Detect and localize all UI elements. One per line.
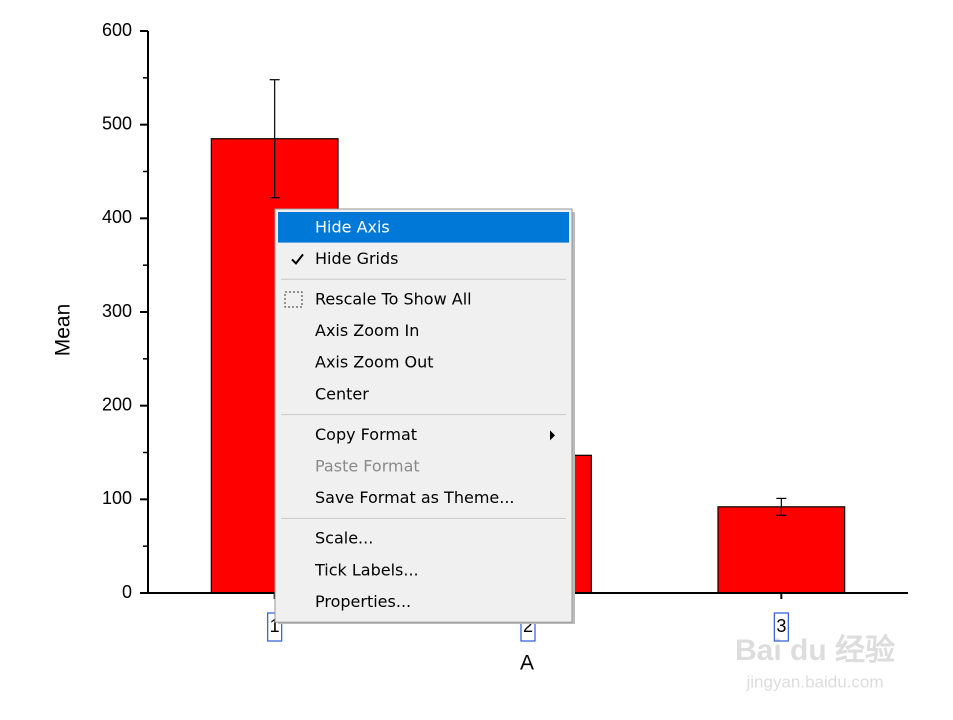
watermark-brand: Bai du 经验 [735, 633, 895, 667]
menu-item[interactable]: Rescale To Show All [315, 290, 472, 309]
x-axis-label: A [520, 652, 534, 675]
menu-item[interactable]: Hide Grids [315, 249, 398, 268]
menu-icon [284, 291, 303, 308]
submenu-arrow [550, 430, 555, 441]
check-mark [291, 253, 304, 265]
context-menu: Hide Axis Hide Grids Rescale To Show All Ax… [274, 208, 575, 624]
menu-item[interactable]: Tick Labels... [314, 560, 419, 579]
menu-panel [274, 208, 573, 623]
menu-item[interactable]: Scale... [315, 529, 373, 548]
menu-item: Paste Format [315, 457, 420, 476]
y-tick-label: 600 [102, 20, 132, 40]
menu-item[interactable]: Copy Format [315, 425, 417, 444]
menu-item[interactable]: Axis Zoom Out [315, 353, 434, 372]
watermark-url: jingyan.baidu.com [745, 672, 883, 691]
y-tick-label: 300 [102, 301, 132, 321]
menu-item[interactable]: Properties... [315, 592, 411, 611]
tick-label-selection [773, 612, 789, 642]
menu-highlight [278, 212, 569, 243]
y-tick-label: 200 [102, 394, 132, 414]
menu-item[interactable]: Hide Axis [315, 217, 390, 236]
menu-item[interactable]: Axis Zoom In [315, 321, 419, 340]
menu-item[interactable]: Save Format as Theme... [315, 488, 515, 507]
y-tick-label: 400 [102, 207, 132, 227]
x-tick-label: 1 [270, 616, 280, 636]
menu-item[interactable]: Center [315, 384, 369, 403]
y-tick-label: 500 [102, 113, 132, 133]
bar [717, 506, 846, 594]
y-axis-label: Mean [52, 304, 75, 357]
y-tick-label: 100 [102, 488, 132, 508]
y-tick-label: 0 [122, 582, 132, 602]
x-tick-label: 3 [776, 616, 786, 636]
x-tick-label: 2 [523, 616, 533, 636]
